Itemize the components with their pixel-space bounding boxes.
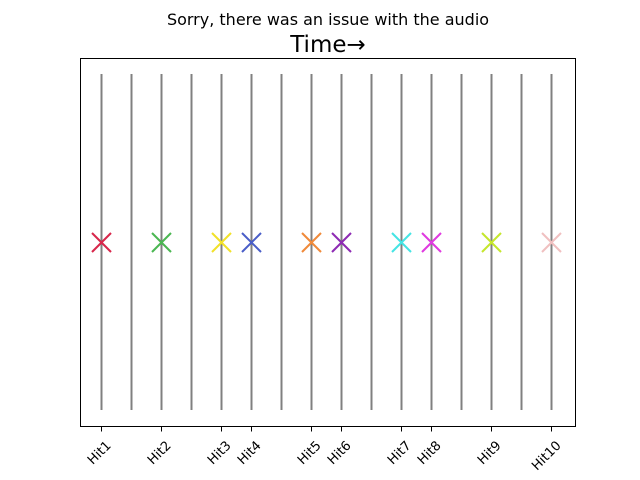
x-tick-label-6: Hit6 bbox=[325, 438, 355, 468]
chart-title: Time→ bbox=[289, 32, 366, 58]
hit-marker-5 bbox=[301, 232, 322, 253]
hit-marker-1 bbox=[91, 232, 112, 253]
hit-marker-8 bbox=[421, 232, 442, 253]
x-tick-label-7: Hit7 bbox=[385, 438, 415, 468]
plot-frame bbox=[80, 58, 576, 427]
beat-lines bbox=[100, 74, 553, 410]
hit-marker-9 bbox=[481, 232, 502, 253]
hit-marker-7 bbox=[391, 232, 412, 253]
x-tick-label-9: Hit9 bbox=[475, 438, 505, 468]
x-tick-label-3: Hit3 bbox=[205, 438, 235, 468]
hit-marker-10 bbox=[541, 232, 562, 253]
hit-marker-3 bbox=[211, 232, 232, 253]
x-tick-label-8: Hit8 bbox=[415, 438, 445, 468]
hit-marker-4 bbox=[241, 232, 262, 253]
chart-subtitle: Sorry, there was an issue with the audio bbox=[167, 10, 489, 29]
hit-marker-6 bbox=[331, 232, 352, 253]
x-tick-label-10: Hit10 bbox=[529, 438, 564, 473]
x-tick-label-2: Hit2 bbox=[145, 438, 175, 468]
hit-markers bbox=[91, 232, 562, 253]
x-tick-label-5: Hit5 bbox=[295, 438, 325, 468]
hit-marker-2 bbox=[151, 232, 172, 253]
x-tick-label-1: Hit1 bbox=[85, 438, 115, 468]
x-axis-ticks: Hit1 Hit2 Hit3 Hit4 Hit5 Hit6 Hit7 Hit8 Hit9 Hit1… bbox=[85, 426, 565, 474]
x-tick-label-4: Hit4 bbox=[235, 438, 265, 468]
